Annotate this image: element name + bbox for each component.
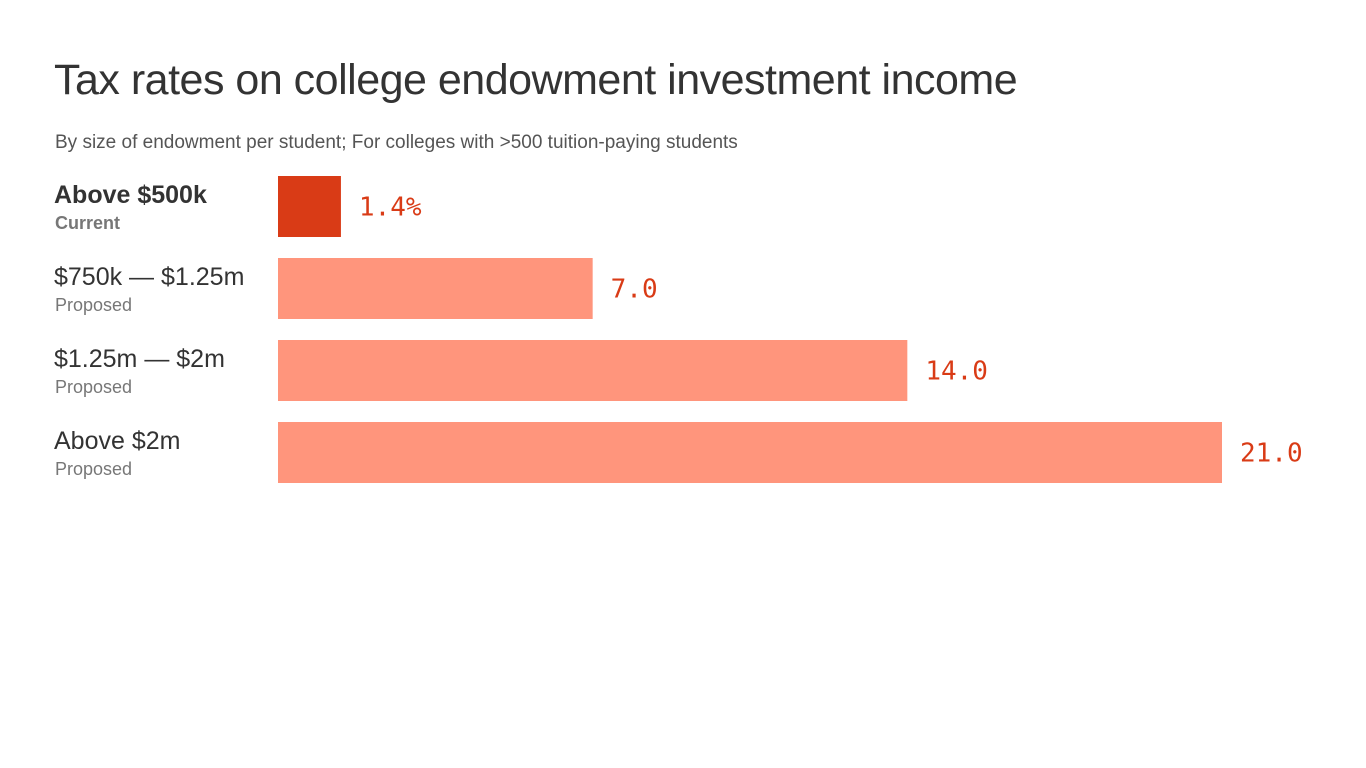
value-label: 21.0 (1240, 439, 1303, 469)
category-label: Above $500k (54, 181, 207, 209)
category-label: $750k — $1.25m (54, 263, 244, 291)
category-label: Above $2m (54, 427, 180, 455)
bar (278, 340, 908, 401)
bar (278, 422, 1222, 483)
category-sublabel: Current (55, 213, 120, 233)
category-sublabel: Proposed (55, 459, 132, 479)
category-sublabel: Proposed (55, 377, 132, 397)
value-label: 14.0 (925, 357, 988, 387)
value-label: 7.0 (611, 275, 658, 305)
chart-subtitle: By size of endowment per student; For co… (55, 132, 738, 153)
bar (278, 258, 593, 319)
category-sublabel: Proposed (55, 295, 132, 315)
bar (278, 176, 341, 237)
value-label: 1.4% (359, 193, 422, 223)
category-label: $1.25m — $2m (54, 345, 225, 373)
chart-title: Tax rates on college endowment investmen… (54, 56, 1018, 104)
